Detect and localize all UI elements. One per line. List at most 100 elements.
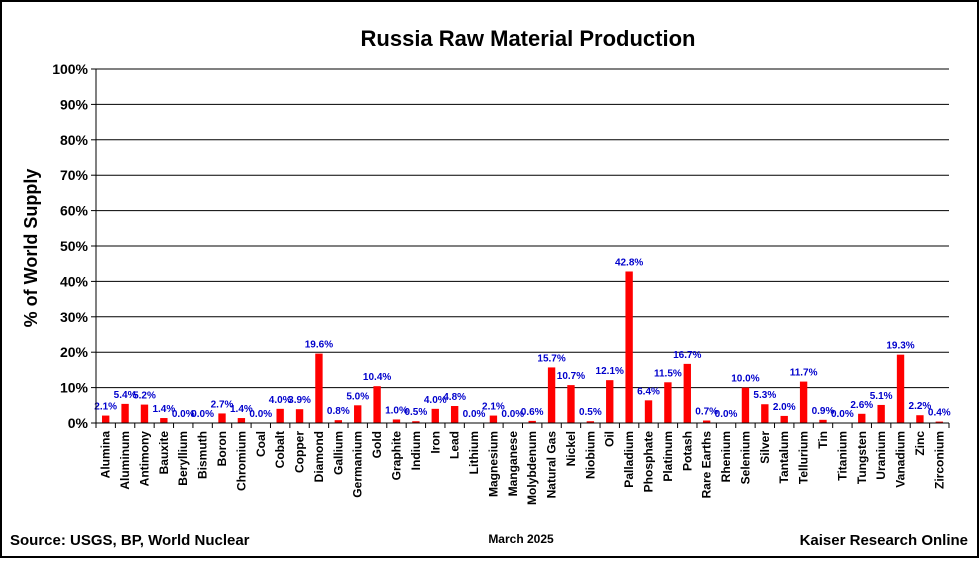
data-label: 0.0% — [501, 409, 524, 420]
data-label: 12.1% — [596, 366, 624, 377]
x-tick-label: Zirconium — [932, 431, 946, 489]
data-label: 4.0% — [269, 395, 292, 406]
bar-bauxite — [160, 418, 168, 423]
x-tick-label: Natural Gas — [545, 431, 559, 499]
y-tick-label: 20% — [60, 344, 89, 360]
bar-natural-gas — [547, 367, 556, 423]
y-tick-labels: 0% 10% 20% 30% 40% 50% 60% 70% 80% 90% 100% — [52, 61, 88, 431]
data-label: 0.0% — [463, 409, 486, 420]
data-label: 1.4% — [230, 404, 253, 415]
bar-palladium — [625, 271, 633, 423]
x-tick-label: Cobalt — [273, 431, 287, 468]
x-tick-label: Indium — [409, 431, 423, 470]
bar-boron — [218, 413, 226, 423]
bar-indium — [412, 421, 420, 423]
y-tick-label: 0% — [68, 415, 89, 431]
bar-phosphate — [644, 400, 653, 423]
bar-tantalum — [780, 415, 788, 423]
y-tick-label: 80% — [60, 132, 89, 148]
x-tick-label: Aluminum — [118, 431, 132, 490]
data-label: 3.9% — [288, 395, 311, 406]
data-label: 0.9% — [812, 406, 835, 417]
bar-antimony — [140, 404, 149, 423]
x-tick-label: Palladium — [622, 431, 636, 488]
bar-germanium — [354, 405, 362, 423]
data-label: 0.5% — [404, 407, 427, 418]
date-note: March 2025 — [488, 532, 554, 546]
bar-zinc — [916, 415, 924, 423]
x-tick-label: Tellurium — [797, 431, 811, 484]
x-tick-label: Uranium — [874, 431, 888, 480]
data-label: 1.0% — [385, 405, 408, 416]
bar-diamond — [315, 353, 323, 423]
x-tick-label: Lithium — [467, 431, 481, 474]
bar-gallium — [334, 420, 343, 423]
bar-selenium — [741, 387, 750, 423]
x-tick-label: Molybdenum — [525, 431, 539, 505]
bar-graphite — [392, 419, 401, 423]
x-tick-label: Magnesium — [486, 431, 500, 497]
data-label: 5.0% — [346, 391, 369, 402]
data-label: 0.8% — [327, 406, 350, 417]
data-label: 0.6% — [521, 407, 544, 418]
x-tick-label: Alumina — [99, 431, 113, 479]
bar-rare-earths — [702, 420, 711, 423]
x-tick-label: Titanium — [835, 431, 849, 481]
bar-molybdenum — [528, 420, 536, 423]
bar-copper — [295, 409, 304, 423]
x-tick-label: Tantalum — [777, 431, 791, 483]
x-tick-label: Rare Earths — [700, 431, 714, 499]
y-tick-label: 70% — [60, 167, 89, 183]
bar-aluminum — [121, 403, 129, 423]
y-tick-label: 40% — [60, 273, 89, 289]
data-label: 42.8% — [615, 257, 643, 268]
bar-vanadium — [896, 354, 905, 423]
x-tick-label: Bauxite — [157, 431, 171, 475]
bar-alumina — [102, 415, 110, 423]
x-tick-label: Copper — [293, 431, 307, 473]
bar-chromium — [237, 418, 246, 423]
bar-iron — [431, 408, 439, 423]
bar-platinum — [664, 382, 672, 423]
data-label: 0.0% — [191, 409, 214, 420]
x-tick-labels: Alumina Aluminum Antimony Bauxite Beryllium B… — [99, 431, 947, 505]
data-label: 0.0% — [249, 409, 272, 420]
data-label: 15.7% — [537, 353, 565, 364]
bar-magnesium — [489, 415, 498, 423]
data-label: 0.0% — [831, 409, 854, 420]
x-tick-label: Oil — [603, 431, 617, 447]
data-label: 19.3% — [886, 341, 914, 352]
data-label: 2.2% — [909, 401, 932, 412]
data-label: 16.7% — [673, 350, 701, 361]
data-label: 19.6% — [305, 340, 333, 351]
bar-uranium — [877, 404, 885, 423]
data-label: 5.1% — [870, 391, 893, 402]
x-tick-label: Gallium — [331, 431, 345, 475]
gridlines — [91, 68, 949, 424]
x-tick-label: Manganese — [506, 431, 520, 497]
x-tick-label: Selenium — [738, 431, 752, 484]
x-tick-label: Silver — [758, 431, 772, 464]
bar-tellurium — [799, 381, 808, 423]
data-label: 0.7% — [695, 407, 718, 418]
bar-lead — [450, 406, 459, 423]
data-label: 4.0% — [424, 395, 447, 406]
data-label: 2.1% — [482, 402, 505, 413]
x-tick-label: Zinc — [913, 431, 927, 456]
bar-cobalt — [276, 408, 284, 423]
x-tick-label: Potash — [680, 431, 694, 471]
x-tick-label: Rhenium — [719, 431, 733, 482]
data-label: 6.4% — [637, 386, 660, 397]
chart-title: Russia Raw Material Production — [361, 26, 696, 51]
bar-potash — [683, 363, 691, 423]
x-tick-label: Vanadium — [894, 431, 908, 488]
x-tick-label: Chromium — [234, 431, 248, 491]
data-label: 0.4% — [928, 408, 951, 419]
data-label: 0.5% — [579, 407, 602, 418]
x-tick-label: Germanium — [351, 431, 365, 498]
data-label: 4.8% — [443, 392, 466, 403]
bar-zirconium — [935, 421, 943, 423]
bars — [95, 271, 950, 428]
